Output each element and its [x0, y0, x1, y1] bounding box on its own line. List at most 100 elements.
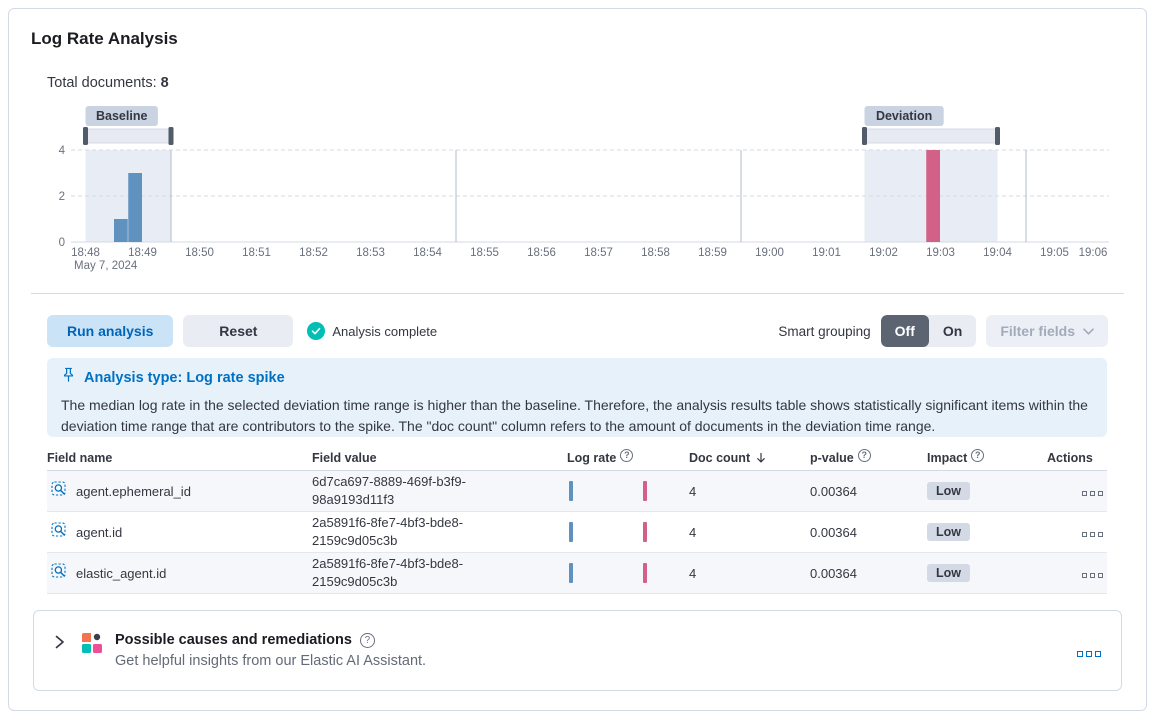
ai-assistant-panel: Possible causes and remediations Get hel… [33, 610, 1122, 691]
smart-grouping-toggle: Off On [880, 315, 977, 347]
header-doc-count[interactable]: Doc count [689, 451, 810, 465]
brush-handle [168, 127, 174, 145]
svg-text:18:55: 18:55 [470, 247, 499, 259]
filter-fields-button[interactable]: Filter fields [986, 315, 1108, 347]
log-rate-minichart [567, 521, 655, 543]
svg-text:2: 2 [59, 191, 65, 203]
header-impact[interactable]: Impact [927, 448, 1047, 465]
doc-count-bar [114, 219, 128, 242]
document-count-chart[interactable]: Baseline Deviation 0 2 4 18:48 18:49 18:50 18:51… [31, 100, 1123, 272]
svg-text:19:01: 19:01 [812, 247, 841, 259]
table-row: agent.id 2a5891f6-8fe7-4bf3-bde8-2159c9d… [47, 512, 1107, 553]
panel-actions-button[interactable] [1077, 651, 1101, 657]
doc-count-value: 4 [689, 483, 697, 499]
field-value: 6d7ca697-8889-469f-b3f9-98a9193d11f3 [312, 474, 466, 507]
doc-count-bar [926, 150, 940, 242]
callout-header: Analysis type: Log rate spike [61, 367, 1093, 388]
callout-body: The median log rate in the selected devi… [61, 397, 1088, 434]
field-filter-icon[interactable] [51, 563, 68, 583]
svg-text:18:48: 18:48 [71, 247, 100, 259]
table-header-row: Field name Field value Log rate Doc coun… [47, 446, 1107, 471]
svg-text:19:02: 19:02 [869, 247, 898, 259]
baseline-bar [569, 522, 573, 542]
analysis-status-text: Analysis complete [332, 323, 438, 339]
svg-text:19:04: 19:04 [983, 247, 1012, 259]
p-value: 0.00364 [810, 524, 857, 540]
deviation-bar [643, 522, 647, 542]
svg-text:19:03: 19:03 [926, 247, 955, 259]
info-icon[interactable] [857, 448, 871, 462]
total-documents: Total documents: 8 [47, 75, 169, 91]
callout-title: Analysis type: Log rate spike [84, 369, 285, 386]
deviation-bar [643, 481, 647, 501]
page-title: Log Rate Analysis [31, 29, 178, 48]
log-rate-analysis-panel: Log Rate Analysis Total documents: 8 Bas… [8, 8, 1147, 711]
sort-descending-icon [755, 452, 767, 464]
impact-badge: Low [927, 564, 970, 582]
svg-text:4: 4 [59, 145, 66, 157]
svg-text:18:53: 18:53 [356, 247, 385, 259]
brush-handle [862, 127, 867, 145]
p-value: 0.00364 [810, 483, 857, 499]
analysis-toolbar: Run analysis Reset Analysis complete Sma… [47, 315, 1108, 347]
filter-fields-label: Filter fields [1000, 323, 1075, 339]
brush-handle [83, 127, 88, 145]
impact-badge: Low [927, 523, 970, 541]
log-rate-minichart [567, 562, 655, 584]
svg-text:18:56: 18:56 [527, 247, 556, 259]
histogram-svg[interactable]: Baseline Deviation 0 2 4 18:48 18:49 18:50 18:51… [31, 100, 1123, 272]
field-value: 2a5891f6-8fe7-4bf3-bde8-2159c9d05c3b [312, 515, 464, 548]
help-icon[interactable] [359, 632, 375, 648]
ai-assistant-subtitle: Get helpful insights from our Elastic AI… [115, 653, 427, 669]
svg-text:18:59: 18:59 [698, 247, 727, 259]
table-row: elastic_agent.id 2a5891f6-8fe7-4bf3-bde8… [47, 553, 1107, 594]
pin-icon [61, 367, 76, 388]
header-log-rate[interactable]: Log rate [567, 448, 689, 465]
header-p-value[interactable]: p-value [810, 448, 927, 465]
doc-count-bar [128, 173, 142, 242]
svg-text:Baseline: Baseline [96, 109, 147, 123]
info-icon[interactable] [620, 448, 634, 462]
field-filter-icon[interactable] [51, 481, 68, 501]
svg-text:19:06: 19:06 [1079, 247, 1108, 259]
doc-count-value: 4 [689, 524, 697, 540]
field-name: agent.ephemeral_id [76, 483, 191, 499]
svg-text:Deviation: Deviation [876, 109, 932, 123]
doc-count-value: 4 [689, 565, 697, 581]
svg-text:18:57: 18:57 [584, 247, 613, 259]
baseline-bar [569, 481, 573, 501]
header-field-name[interactable]: Field name [47, 451, 113, 465]
field-name: elastic_agent.id [76, 565, 167, 581]
svg-text:19:00: 19:00 [755, 247, 784, 259]
row-actions-button[interactable] [1082, 490, 1103, 496]
svg-text:18:49: 18:49 [128, 247, 157, 259]
ai-assistant-text: Possible causes and remediations Get hel… [115, 632, 426, 669]
toolbar-right: Smart grouping Off On Filter fields [778, 315, 1108, 347]
smart-grouping-off-button[interactable]: Off [880, 315, 929, 347]
field-filter-icon[interactable] [51, 522, 68, 542]
reset-button[interactable]: Reset [183, 315, 294, 347]
table-row: agent.ephemeral_id 6d7ca697-8889-469f-b3… [47, 471, 1107, 512]
impact-badge: Low [927, 482, 970, 500]
baseline-badge [85, 106, 158, 126]
baseline-bar [569, 563, 573, 583]
expand-chevron-icon[interactable] [54, 635, 65, 649]
run-analysis-button[interactable]: Run analysis [47, 315, 174, 347]
info-icon[interactable] [971, 448, 985, 462]
row-actions-button[interactable] [1082, 531, 1103, 537]
header-actions: Actions [1047, 451, 1093, 465]
deviation-badge [864, 106, 944, 126]
results-table: Field name Field value Log rate Doc coun… [47, 446, 1107, 594]
row-actions-button[interactable] [1082, 572, 1103, 578]
total-documents-value: 8 [160, 75, 169, 91]
svg-text:18:58: 18:58 [641, 247, 670, 259]
log-rate-minichart [567, 480, 655, 502]
header-field-value[interactable]: Field value [312, 451, 377, 465]
svg-text:18:52: 18:52 [299, 247, 328, 259]
smart-grouping-on-button[interactable]: On [942, 323, 963, 339]
ai-assistant-title: Possible causes and remediations [115, 632, 352, 648]
analysis-status: Analysis complete [307, 322, 437, 340]
field-value: 2a5891f6-8fe7-4bf3-bde8-2159c9d05c3b [312, 556, 464, 589]
smart-grouping-label: Smart grouping [778, 323, 871, 339]
